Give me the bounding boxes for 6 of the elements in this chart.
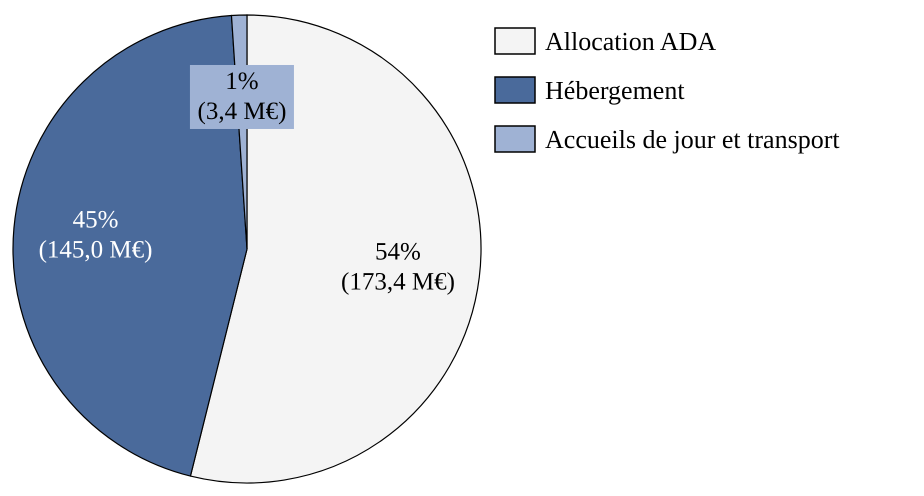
legend-label: Allocation ADA — [545, 27, 716, 56]
legend-label: Hébergement — [545, 76, 686, 105]
legend-label: Accueils de jour et transport — [545, 125, 840, 154]
data-label: 54% (173,4 M€) — [341, 238, 455, 296]
data-label: 45% (145,0 M€) — [38, 206, 152, 264]
data-label: 1% (3,4 M€) — [198, 68, 286, 125]
